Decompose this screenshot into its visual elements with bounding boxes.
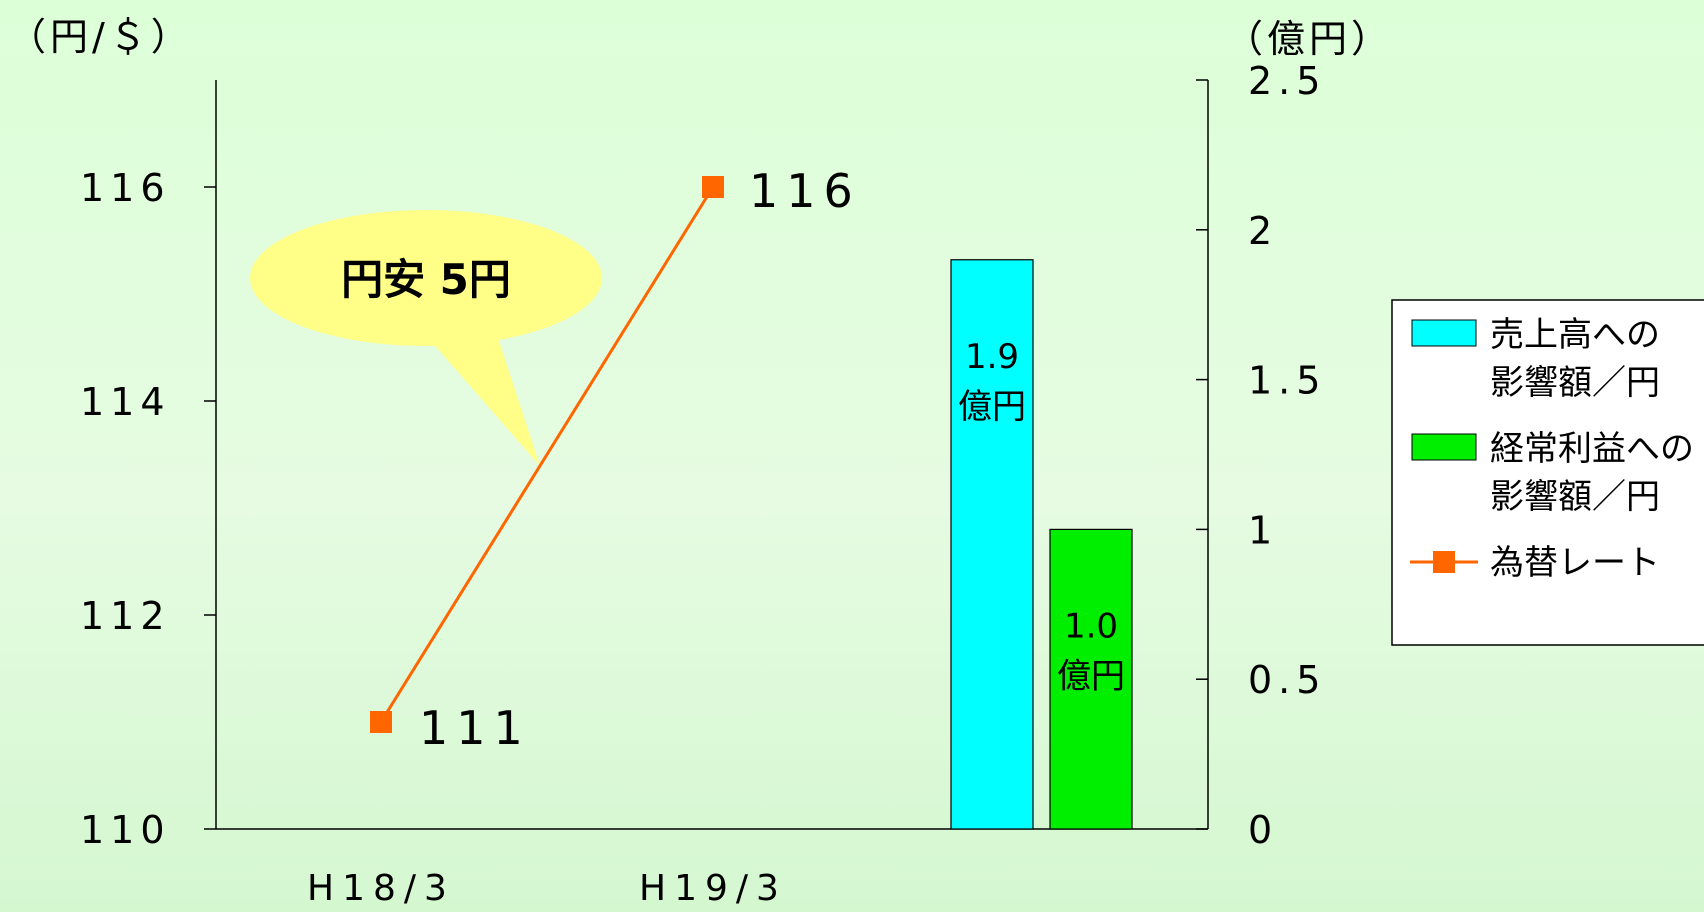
bar (950, 259, 1034, 830)
exchange-rate-marker (370, 711, 392, 733)
legend-label: 影響額／円 (1490, 477, 1660, 517)
bar-value-label: 1.9 (965, 337, 1019, 377)
legend-marker-swatch (1433, 551, 1455, 573)
exchange-rate-label: 116 (749, 164, 861, 218)
left-tick-label: 114 (80, 380, 171, 424)
legend-swatch (1411, 319, 1477, 347)
right-axis-ticks: 0 0.5 1 1.5 2 2.5 (1196, 59, 1326, 852)
x-axis-labels: H18/3 H19/3 (307, 868, 787, 909)
left-axis-unit: （円/＄） (8, 15, 193, 59)
bar-value-label: 億円 (1057, 656, 1125, 696)
left-tick-label: 110 (80, 808, 171, 852)
right-tick-label: 0.5 (1248, 658, 1326, 702)
exchange-rate-line (379, 186, 715, 723)
right-tick-label: 1.5 (1248, 359, 1326, 403)
legend-label: 影響額／円 (1490, 363, 1660, 403)
legend-box (1391, 299, 1704, 646)
exchange-rate-marker (702, 176, 724, 198)
bar-series: 1.9 億円 1.0 億円 (950, 259, 1133, 830)
right-tick-label: 1 (1248, 508, 1278, 552)
callout-bubble (430, 338, 540, 466)
left-tick-label: 116 (80, 166, 171, 210)
legend-swatch (1411, 433, 1477, 461)
left-axis-ticks: 110 112 114 116 (80, 166, 216, 852)
bar (1049, 528, 1133, 830)
bar-value-label: 1.0 (1064, 606, 1118, 646)
callout-ellipse (250, 210, 602, 346)
legend-label: 売上高への (1490, 315, 1660, 355)
right-tick-label: 0 (1248, 808, 1278, 852)
exchange-rate-series: 111 116 (370, 164, 861, 755)
right-tick-label: 2.5 (1248, 59, 1326, 103)
left-tick-label: 112 (80, 594, 171, 638)
callout-text: 円安 5円 (341, 255, 511, 304)
x-category-label: H18/3 (307, 868, 455, 909)
legend-label: 経常利益への (1490, 429, 1694, 469)
legend-label: 為替レート (1490, 543, 1660, 583)
right-tick-label: 2 (1248, 209, 1278, 253)
right-axis-unit: （億円） (1225, 17, 1393, 61)
exchange-rate-label: 111 (419, 701, 531, 755)
x-category-label: H19/3 (639, 868, 787, 909)
bar-value-label: 億円 (958, 387, 1026, 427)
yen-weakening-callout: 円安 5円 (250, 210, 602, 466)
